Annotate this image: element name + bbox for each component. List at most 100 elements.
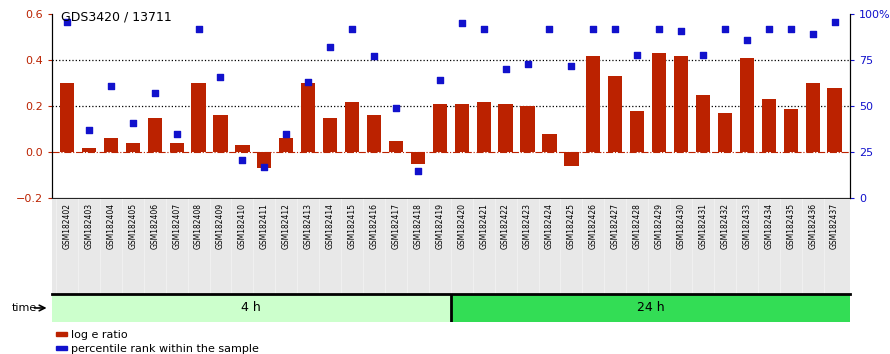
Text: GSM182428: GSM182428 — [633, 203, 642, 249]
Point — [235, 157, 249, 162]
Point — [783, 26, 797, 32]
Bar — [630, 111, 644, 152]
Bar — [104, 138, 118, 152]
Text: GSM182432: GSM182432 — [720, 203, 730, 249]
Point — [630, 52, 644, 57]
Text: GSM182427: GSM182427 — [611, 203, 619, 249]
Bar — [301, 83, 315, 152]
Point — [521, 61, 535, 67]
Bar — [652, 53, 667, 152]
Bar — [389, 141, 403, 152]
Text: GSM182430: GSM182430 — [676, 203, 685, 249]
Point — [433, 78, 447, 83]
Point — [279, 131, 294, 137]
Bar — [762, 99, 776, 152]
Bar — [214, 115, 228, 152]
Bar — [125, 143, 140, 152]
Text: GSM182434: GSM182434 — [765, 203, 773, 249]
Point — [608, 26, 622, 32]
Text: GSM182429: GSM182429 — [655, 203, 664, 249]
Text: time: time — [12, 303, 36, 313]
Point — [805, 32, 820, 37]
Text: GSM182406: GSM182406 — [150, 203, 159, 249]
Point — [257, 164, 271, 170]
Bar — [52, 294, 450, 322]
Point — [191, 26, 206, 32]
Text: GSM182426: GSM182426 — [589, 203, 598, 249]
Text: GSM182421: GSM182421 — [479, 203, 489, 249]
Text: GSM182418: GSM182418 — [413, 203, 423, 249]
Text: GSM182425: GSM182425 — [567, 203, 576, 249]
Bar — [564, 152, 578, 166]
Text: GSM182424: GSM182424 — [545, 203, 554, 249]
Bar — [257, 152, 271, 169]
Text: GSM182402: GSM182402 — [62, 203, 71, 249]
Point — [323, 45, 337, 50]
Text: GSM182404: GSM182404 — [106, 203, 116, 249]
Point — [104, 83, 118, 89]
Text: GSM182431: GSM182431 — [699, 203, 708, 249]
Point — [455, 21, 469, 26]
Bar — [279, 138, 294, 152]
Point — [587, 26, 601, 32]
Point — [696, 52, 710, 57]
Text: GSM182419: GSM182419 — [435, 203, 444, 249]
Point — [60, 19, 74, 24]
Text: GSM182410: GSM182410 — [238, 203, 247, 249]
Bar — [828, 88, 842, 152]
Text: GSM182436: GSM182436 — [808, 203, 817, 249]
Point — [740, 37, 754, 43]
Text: GSM182422: GSM182422 — [501, 203, 510, 249]
Text: log e ratio: log e ratio — [71, 330, 128, 340]
Text: GSM182435: GSM182435 — [786, 203, 796, 249]
Bar — [433, 104, 447, 152]
Bar — [235, 145, 249, 152]
Bar — [587, 56, 601, 152]
Point — [148, 91, 162, 96]
Text: GDS3420 / 13711: GDS3420 / 13711 — [61, 11, 171, 24]
Point — [169, 131, 183, 137]
Text: GSM182415: GSM182415 — [348, 203, 357, 249]
Bar — [740, 58, 754, 152]
Text: GSM182433: GSM182433 — [742, 203, 751, 249]
Text: 24 h: 24 h — [636, 302, 664, 314]
Text: GSM182408: GSM182408 — [194, 203, 203, 249]
Point — [498, 67, 513, 72]
Text: GSM182413: GSM182413 — [303, 203, 312, 249]
Bar — [323, 118, 337, 152]
Bar — [718, 113, 732, 152]
Bar — [805, 83, 820, 152]
Point — [762, 26, 776, 32]
Point — [214, 74, 228, 80]
Text: GSM182417: GSM182417 — [392, 203, 401, 249]
Bar — [169, 143, 183, 152]
Bar — [345, 102, 360, 152]
Bar — [148, 118, 162, 152]
Point — [389, 105, 403, 111]
Point — [345, 26, 360, 32]
Bar — [191, 83, 206, 152]
Bar — [498, 104, 513, 152]
Point — [476, 26, 490, 32]
Point — [828, 19, 842, 24]
Text: GSM182405: GSM182405 — [128, 203, 137, 249]
Point — [542, 26, 556, 32]
Text: GSM182420: GSM182420 — [457, 203, 466, 249]
Bar — [60, 83, 74, 152]
Bar — [542, 134, 556, 152]
Point — [718, 26, 732, 32]
Text: GSM182416: GSM182416 — [369, 203, 378, 249]
Point — [411, 168, 425, 173]
Bar — [82, 148, 96, 152]
Text: percentile rank within the sample: percentile rank within the sample — [71, 344, 259, 354]
Point — [367, 54, 381, 59]
Point — [674, 28, 688, 34]
Text: GSM182423: GSM182423 — [523, 203, 532, 249]
Bar — [521, 106, 535, 152]
Bar — [411, 152, 425, 164]
Text: GSM182407: GSM182407 — [172, 203, 182, 249]
Text: GSM182403: GSM182403 — [85, 203, 93, 249]
Bar — [476, 102, 490, 152]
Text: GSM182414: GSM182414 — [326, 203, 335, 249]
Point — [82, 127, 96, 133]
